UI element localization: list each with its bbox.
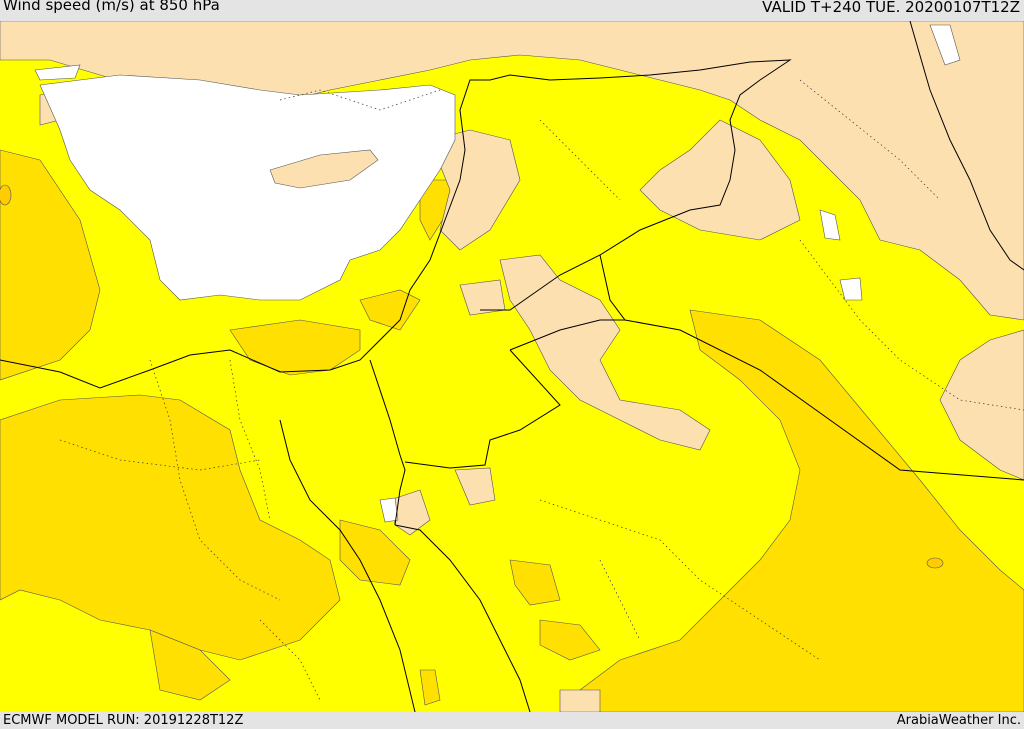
footer-bar: ECMWF MODEL RUN: 20191228T12Z ArabiaWeat… bbox=[0, 712, 1024, 729]
model-run: ECMWF MODEL RUN: 20191228T12Z bbox=[3, 713, 244, 728]
country-borders bbox=[0, 21, 1024, 712]
credit: ArabiaWeather Inc. bbox=[896, 713, 1021, 728]
valid-time: VALID T+240 TUE. 20200107T12Z bbox=[762, 0, 1020, 16]
strong-wind-patches bbox=[0, 184, 944, 569]
province-boundaries bbox=[59, 79, 1024, 701]
map-title: Wind speed (m/s) at 850 hPa bbox=[3, 0, 220, 14]
header-bar: Wind speed (m/s) at 850 hPa VALID T+240 … bbox=[0, 0, 1024, 21]
calm-sea-regions bbox=[34, 24, 961, 523]
moderate-wind-regions bbox=[0, 149, 1024, 712]
wind-speed-map bbox=[0, 21, 1024, 712]
